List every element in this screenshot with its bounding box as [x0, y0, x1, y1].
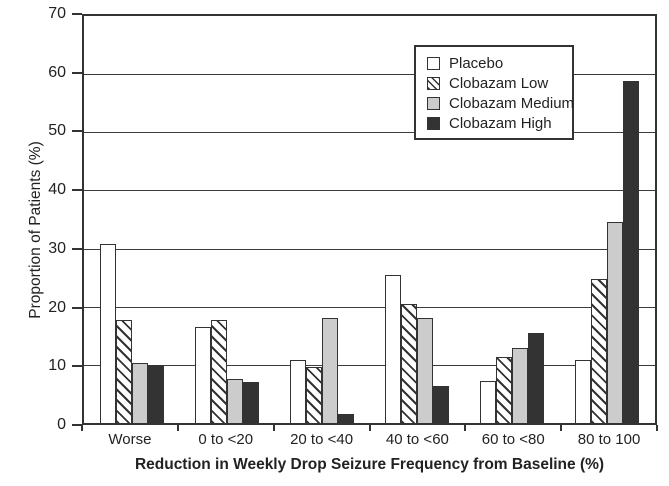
bar-group — [179, 16, 274, 423]
y-tick-label: 60 — [48, 63, 66, 81]
y-tick-label: 10 — [48, 357, 66, 375]
bar — [607, 221, 624, 423]
bar — [194, 327, 211, 423]
bar — [210, 319, 227, 423]
bar — [131, 362, 148, 423]
bar — [305, 366, 322, 423]
bar — [321, 318, 338, 423]
legend-item: Clobazam Low — [427, 73, 566, 93]
bar — [417, 318, 434, 423]
bar — [496, 357, 513, 423]
bar — [528, 333, 545, 423]
bar — [289, 360, 306, 423]
y-axis-title: Proportion of Patients (%) — [27, 141, 44, 319]
legend-label: Clobazam High — [449, 114, 552, 132]
y-tick-label: 30 — [48, 239, 66, 257]
bar-group — [274, 16, 369, 423]
legend-item: Placebo — [427, 53, 566, 73]
x-tick-mark — [464, 425, 467, 431]
bar — [226, 378, 243, 423]
legend-swatch-icon — [427, 116, 440, 130]
x-category-label: 60 to <80 — [481, 431, 545, 448]
legend-swatch-icon — [427, 56, 440, 70]
x-tick-mark — [368, 425, 371, 431]
y-tick-label: 50 — [48, 122, 66, 140]
bar — [623, 81, 640, 423]
x-tick-mark — [656, 425, 658, 431]
legend-item: Clobazam High — [427, 113, 566, 133]
y-tick-label: 0 — [57, 416, 66, 433]
x-category-label: 0 to <20 — [198, 431, 254, 448]
x-category-label: 20 to <40 — [290, 431, 354, 448]
bar — [337, 413, 354, 423]
x-tick-mark — [560, 425, 563, 431]
y-tick-mark — [72, 365, 82, 368]
x-axis-title: Reduction in Weekly Drop Seizure Frequen… — [134, 456, 605, 473]
y-tick-mark — [72, 306, 82, 309]
x-category-label: 80 to 100 — [577, 431, 641, 448]
legend-swatch-icon — [427, 76, 440, 90]
bar — [147, 364, 164, 423]
x-axis-category-labels: Worse 0 to <20 20 to <40 40 to <60 60 to <80… — [82, 431, 657, 448]
gridline — [84, 306, 655, 308]
x-tick-mark — [81, 425, 83, 431]
y-tick-label: 70 — [48, 5, 66, 22]
gridline — [84, 132, 655, 134]
bar — [480, 381, 497, 423]
y-tick-mark — [72, 189, 82, 192]
legend-label: Clobazam Low — [449, 74, 549, 92]
x-tick-mark — [272, 425, 275, 431]
bar — [591, 279, 608, 423]
bar-group — [370, 16, 465, 423]
bar-groups — [84, 16, 655, 423]
legend-label: Clobazam Medium — [449, 94, 575, 112]
y-tick-mark — [72, 130, 82, 133]
y-tick-label: 40 — [48, 181, 66, 199]
x-category-label: 40 to <60 — [385, 431, 449, 448]
legend-swatch-icon — [427, 96, 440, 110]
y-tick-mark — [72, 71, 82, 74]
y-tick-mark — [72, 424, 82, 426]
y-tick-mark — [72, 13, 82, 15]
gridline — [84, 248, 655, 250]
gridlines — [84, 16, 655, 423]
bar — [575, 359, 592, 423]
bar-group — [84, 16, 179, 423]
bar — [115, 319, 132, 423]
legend-item: Clobazam Medium — [427, 93, 574, 113]
bar-group — [465, 16, 560, 423]
gridline — [84, 74, 655, 76]
bar — [512, 348, 529, 423]
bar-group — [560, 16, 655, 423]
legend-label: Placebo — [449, 54, 504, 72]
gridline — [84, 364, 655, 366]
gridline — [84, 190, 655, 192]
bar — [99, 243, 116, 423]
bar — [433, 385, 450, 423]
x-category-label: Worse — [108, 431, 152, 448]
plot-area: Placebo Clobazam Low Clobazam Medium Clobaz… — [82, 14, 657, 425]
x-tick-mark — [176, 425, 179, 431]
legend: Placebo Clobazam Low Clobazam Medium Clobaz… — [414, 45, 574, 140]
y-tick-label: 20 — [48, 298, 66, 316]
bar — [242, 382, 259, 423]
bar — [385, 275, 402, 423]
y-tick-mark — [72, 247, 82, 250]
bar — [401, 303, 418, 423]
